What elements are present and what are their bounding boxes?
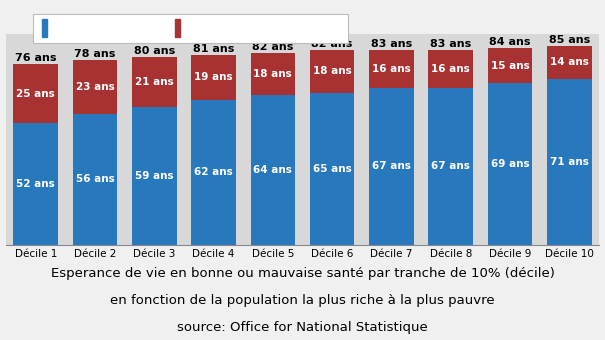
Text: 25 ans: 25 ans bbox=[16, 89, 55, 99]
Text: 82 ans: 82 ans bbox=[252, 41, 293, 52]
Text: 65 ans: 65 ans bbox=[313, 164, 352, 174]
Text: 76 ans: 76 ans bbox=[15, 53, 56, 63]
Text: en fonction de la population la plus riche à la plus pauvre: en fonction de la population la plus ric… bbox=[110, 294, 495, 307]
Bar bbox=[250, 53, 295, 95]
Bar bbox=[73, 60, 117, 114]
Text: 78 ans: 78 ans bbox=[74, 49, 116, 58]
Text: 18 ans: 18 ans bbox=[253, 69, 292, 79]
Bar bbox=[13, 123, 58, 245]
Text: 59 ans: 59 ans bbox=[135, 171, 174, 181]
Text: 56 ans: 56 ans bbox=[76, 174, 114, 184]
Text: 83 ans: 83 ans bbox=[371, 39, 412, 49]
Text: 14 ans: 14 ans bbox=[550, 57, 589, 67]
Text: 71 ans: 71 ans bbox=[550, 157, 589, 167]
Text: Esperance de vie en bonne ou mauvaise santé par tranche de 10% (décile): Esperance de vie en bonne ou mauvaise sa… bbox=[51, 267, 554, 280]
Text: 83 ans: 83 ans bbox=[430, 39, 471, 49]
Text: 16 ans: 16 ans bbox=[372, 64, 411, 74]
Bar bbox=[310, 92, 355, 245]
Bar bbox=[488, 48, 532, 83]
Text: 67 ans: 67 ans bbox=[431, 162, 470, 171]
Bar bbox=[547, 79, 592, 245]
Text: 85 ans: 85 ans bbox=[549, 35, 590, 45]
Bar bbox=[369, 88, 414, 245]
Bar bbox=[488, 83, 532, 245]
Text: 84 ans: 84 ans bbox=[489, 37, 531, 47]
Bar bbox=[73, 114, 117, 245]
Text: 81 ans: 81 ans bbox=[193, 44, 234, 54]
Bar bbox=[250, 95, 295, 245]
Text: 15 ans: 15 ans bbox=[491, 61, 529, 71]
Text: 21 ans: 21 ans bbox=[135, 77, 174, 87]
Bar bbox=[132, 107, 177, 245]
Text: 64 ans: 64 ans bbox=[253, 165, 292, 175]
Bar bbox=[547, 46, 592, 79]
Text: 62 ans: 62 ans bbox=[194, 167, 233, 177]
Bar bbox=[310, 50, 355, 92]
Text: 80 ans: 80 ans bbox=[134, 46, 175, 56]
Text: 23 ans: 23 ans bbox=[76, 82, 114, 92]
Text: 19 ans: 19 ans bbox=[194, 72, 233, 82]
Bar bbox=[132, 57, 177, 107]
Text: 82 ans: 82 ans bbox=[312, 39, 353, 49]
Text: 52 ans: 52 ans bbox=[16, 179, 55, 189]
Bar bbox=[191, 100, 236, 245]
Text: source: Office for National Statistique: source: Office for National Statistique bbox=[177, 321, 428, 334]
Text: 16 ans: 16 ans bbox=[431, 64, 470, 74]
Text: 18 ans: 18 ans bbox=[313, 67, 352, 76]
Text: En mauvaise santé: En mauvaise santé bbox=[183, 21, 302, 34]
Bar bbox=[13, 65, 58, 123]
Bar bbox=[191, 55, 236, 100]
Text: 69 ans: 69 ans bbox=[491, 159, 529, 169]
Bar bbox=[428, 88, 473, 245]
Text: 67 ans: 67 ans bbox=[372, 162, 411, 171]
Bar bbox=[428, 50, 473, 88]
Bar bbox=[369, 50, 414, 88]
Text: En bonne santé: En bonne santé bbox=[50, 21, 148, 34]
